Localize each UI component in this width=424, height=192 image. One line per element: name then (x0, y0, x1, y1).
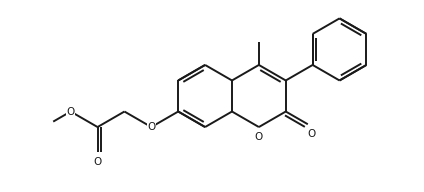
Text: O: O (308, 129, 316, 139)
Text: O: O (67, 107, 75, 117)
Text: O: O (255, 132, 263, 142)
Text: O: O (147, 122, 156, 132)
Text: O: O (93, 157, 102, 167)
